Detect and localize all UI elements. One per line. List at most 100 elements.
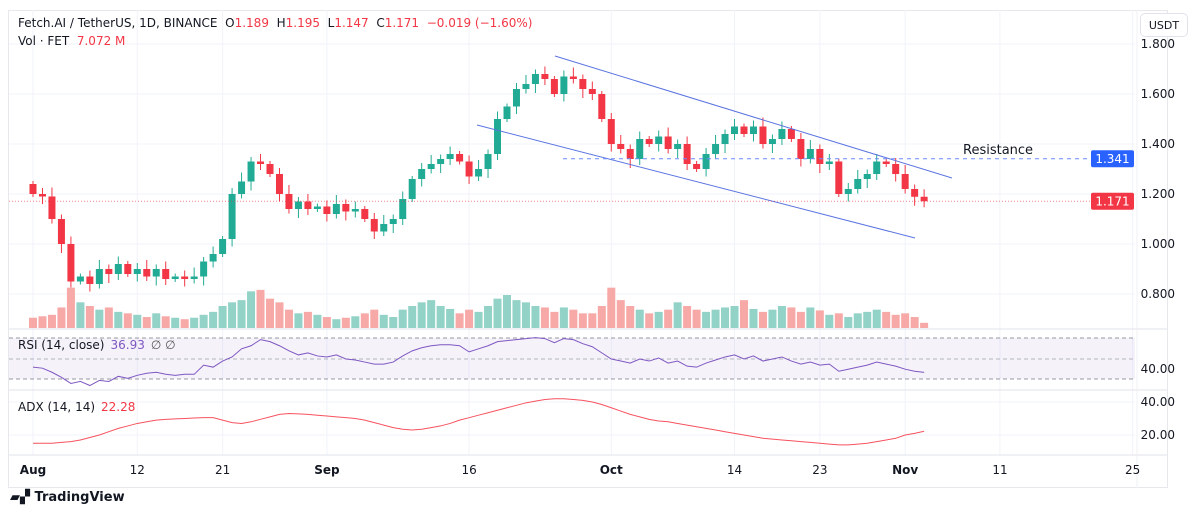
rsi-value: 36.93 <box>110 338 144 352</box>
candle-body <box>332 204 340 214</box>
candle-body <box>48 196 56 219</box>
price-tick: 1.200 <box>1141 187 1175 201</box>
volume-bar <box>711 309 720 328</box>
candle-body <box>29 184 37 194</box>
volume-legend: Vol · FET 7.072 M <box>18 34 125 48</box>
adx-tick: 20.00 <box>1141 428 1175 442</box>
candle-body <box>171 276 179 279</box>
candle-body <box>257 161 265 164</box>
volume-bar <box>370 309 379 328</box>
candle-body <box>114 264 122 274</box>
candle-body <box>399 199 407 219</box>
volume-bar <box>777 306 786 328</box>
candle-body <box>475 169 483 177</box>
volume-bar <box>607 287 616 328</box>
candle-body <box>38 194 46 197</box>
time-tick: 11 <box>992 463 1007 477</box>
currency-button[interactable]: USDT <box>1140 13 1188 37</box>
volume-bar <box>398 309 407 328</box>
close-value: 1.171 <box>384 16 420 30</box>
candle-body <box>835 161 843 194</box>
candle-body <box>560 76 568 94</box>
open-label: O <box>225 16 235 30</box>
adx-value: 22.28 <box>101 400 135 414</box>
candle-body <box>133 269 141 274</box>
candle-body <box>749 126 757 134</box>
rsi-extra: ∅ ∅ <box>151 338 176 352</box>
high-value: 1.195 <box>285 16 320 30</box>
volume-bar <box>597 306 606 328</box>
candle-body <box>854 179 862 189</box>
volume-bar <box>882 311 891 328</box>
high-label: H <box>276 16 286 30</box>
volume-bar <box>123 313 132 328</box>
candle-body <box>579 79 587 89</box>
volume-bar <box>47 314 56 328</box>
volume-bar <box>417 302 426 328</box>
volume-bar <box>749 308 758 328</box>
candle-body <box>494 119 502 154</box>
volume-bar <box>180 319 189 328</box>
candle-body <box>190 276 198 279</box>
volume-bar <box>152 313 161 328</box>
chart-frame <box>8 10 1168 488</box>
tradingview-logo-icon: ▰▞ <box>10 490 30 505</box>
candle-body <box>569 76 577 79</box>
volume-bar <box>85 306 94 328</box>
volume-bar <box>654 311 663 328</box>
candle-body <box>209 254 217 262</box>
time-axis[interactable]: Aug 12 21 Sep 16 Oct 14 23 Nov 11 25 <box>20 463 1141 477</box>
volume-bar <box>209 311 218 328</box>
volume-bar <box>455 313 464 328</box>
candle-body <box>607 119 615 144</box>
volume-bar <box>853 313 862 328</box>
brand-name: TradingView <box>34 490 125 505</box>
volume-bar <box>465 309 474 328</box>
candle-body <box>456 154 464 162</box>
candle-body <box>351 209 359 212</box>
price-tick: 0.800 <box>1141 287 1175 301</box>
volume-bar <box>559 307 568 328</box>
volume-bar <box>901 313 910 328</box>
volume-bar <box>66 287 75 328</box>
rsi-title: RSI (14, close) <box>18 338 104 352</box>
candle-body <box>863 174 871 179</box>
volume-bar <box>521 302 530 328</box>
candle-body <box>228 194 236 239</box>
volume-bar <box>303 311 312 328</box>
volume-bar <box>76 302 85 328</box>
volume-bar <box>730 306 739 328</box>
resistance-label: Resistance <box>963 143 1033 158</box>
price-tick: 1.800 <box>1141 37 1175 51</box>
volume-bar <box>588 313 597 328</box>
candle-body <box>825 161 833 164</box>
volume-bar <box>578 313 587 328</box>
volume-bar <box>133 314 142 328</box>
symbol-title[interactable]: Fetch.AI / TetherUS, 1D, BINANCE <box>18 16 218 30</box>
candle-body <box>465 161 473 177</box>
volume-bar <box>825 314 834 328</box>
volume-bar <box>427 300 436 328</box>
candle-body <box>124 264 132 274</box>
channel-lower-line[interactable] <box>476 124 916 239</box>
candle-body <box>626 149 634 159</box>
time-tick: Sep <box>314 463 340 477</box>
volume-bar <box>237 300 246 328</box>
candle-body <box>162 269 170 279</box>
volume-bar <box>341 317 350 328</box>
price-axis[interactable]: 0.800 1.000 1.200 1.400 1.600 1.800 40.00 20.00… <box>1141 37 1175 442</box>
candle-body <box>152 269 160 277</box>
volume-bar <box>322 317 331 328</box>
candle-body <box>531 74 539 84</box>
volume-bar <box>616 300 625 328</box>
volume-bar <box>218 306 227 328</box>
channel-upper-line[interactable] <box>554 55 953 179</box>
candle-body <box>721 134 729 144</box>
volume-bar <box>313 314 322 328</box>
candle-body <box>76 276 84 282</box>
volume-bar <box>683 306 692 328</box>
candle-body <box>304 201 312 209</box>
candle-body <box>636 139 644 159</box>
volume-bar <box>569 309 578 328</box>
